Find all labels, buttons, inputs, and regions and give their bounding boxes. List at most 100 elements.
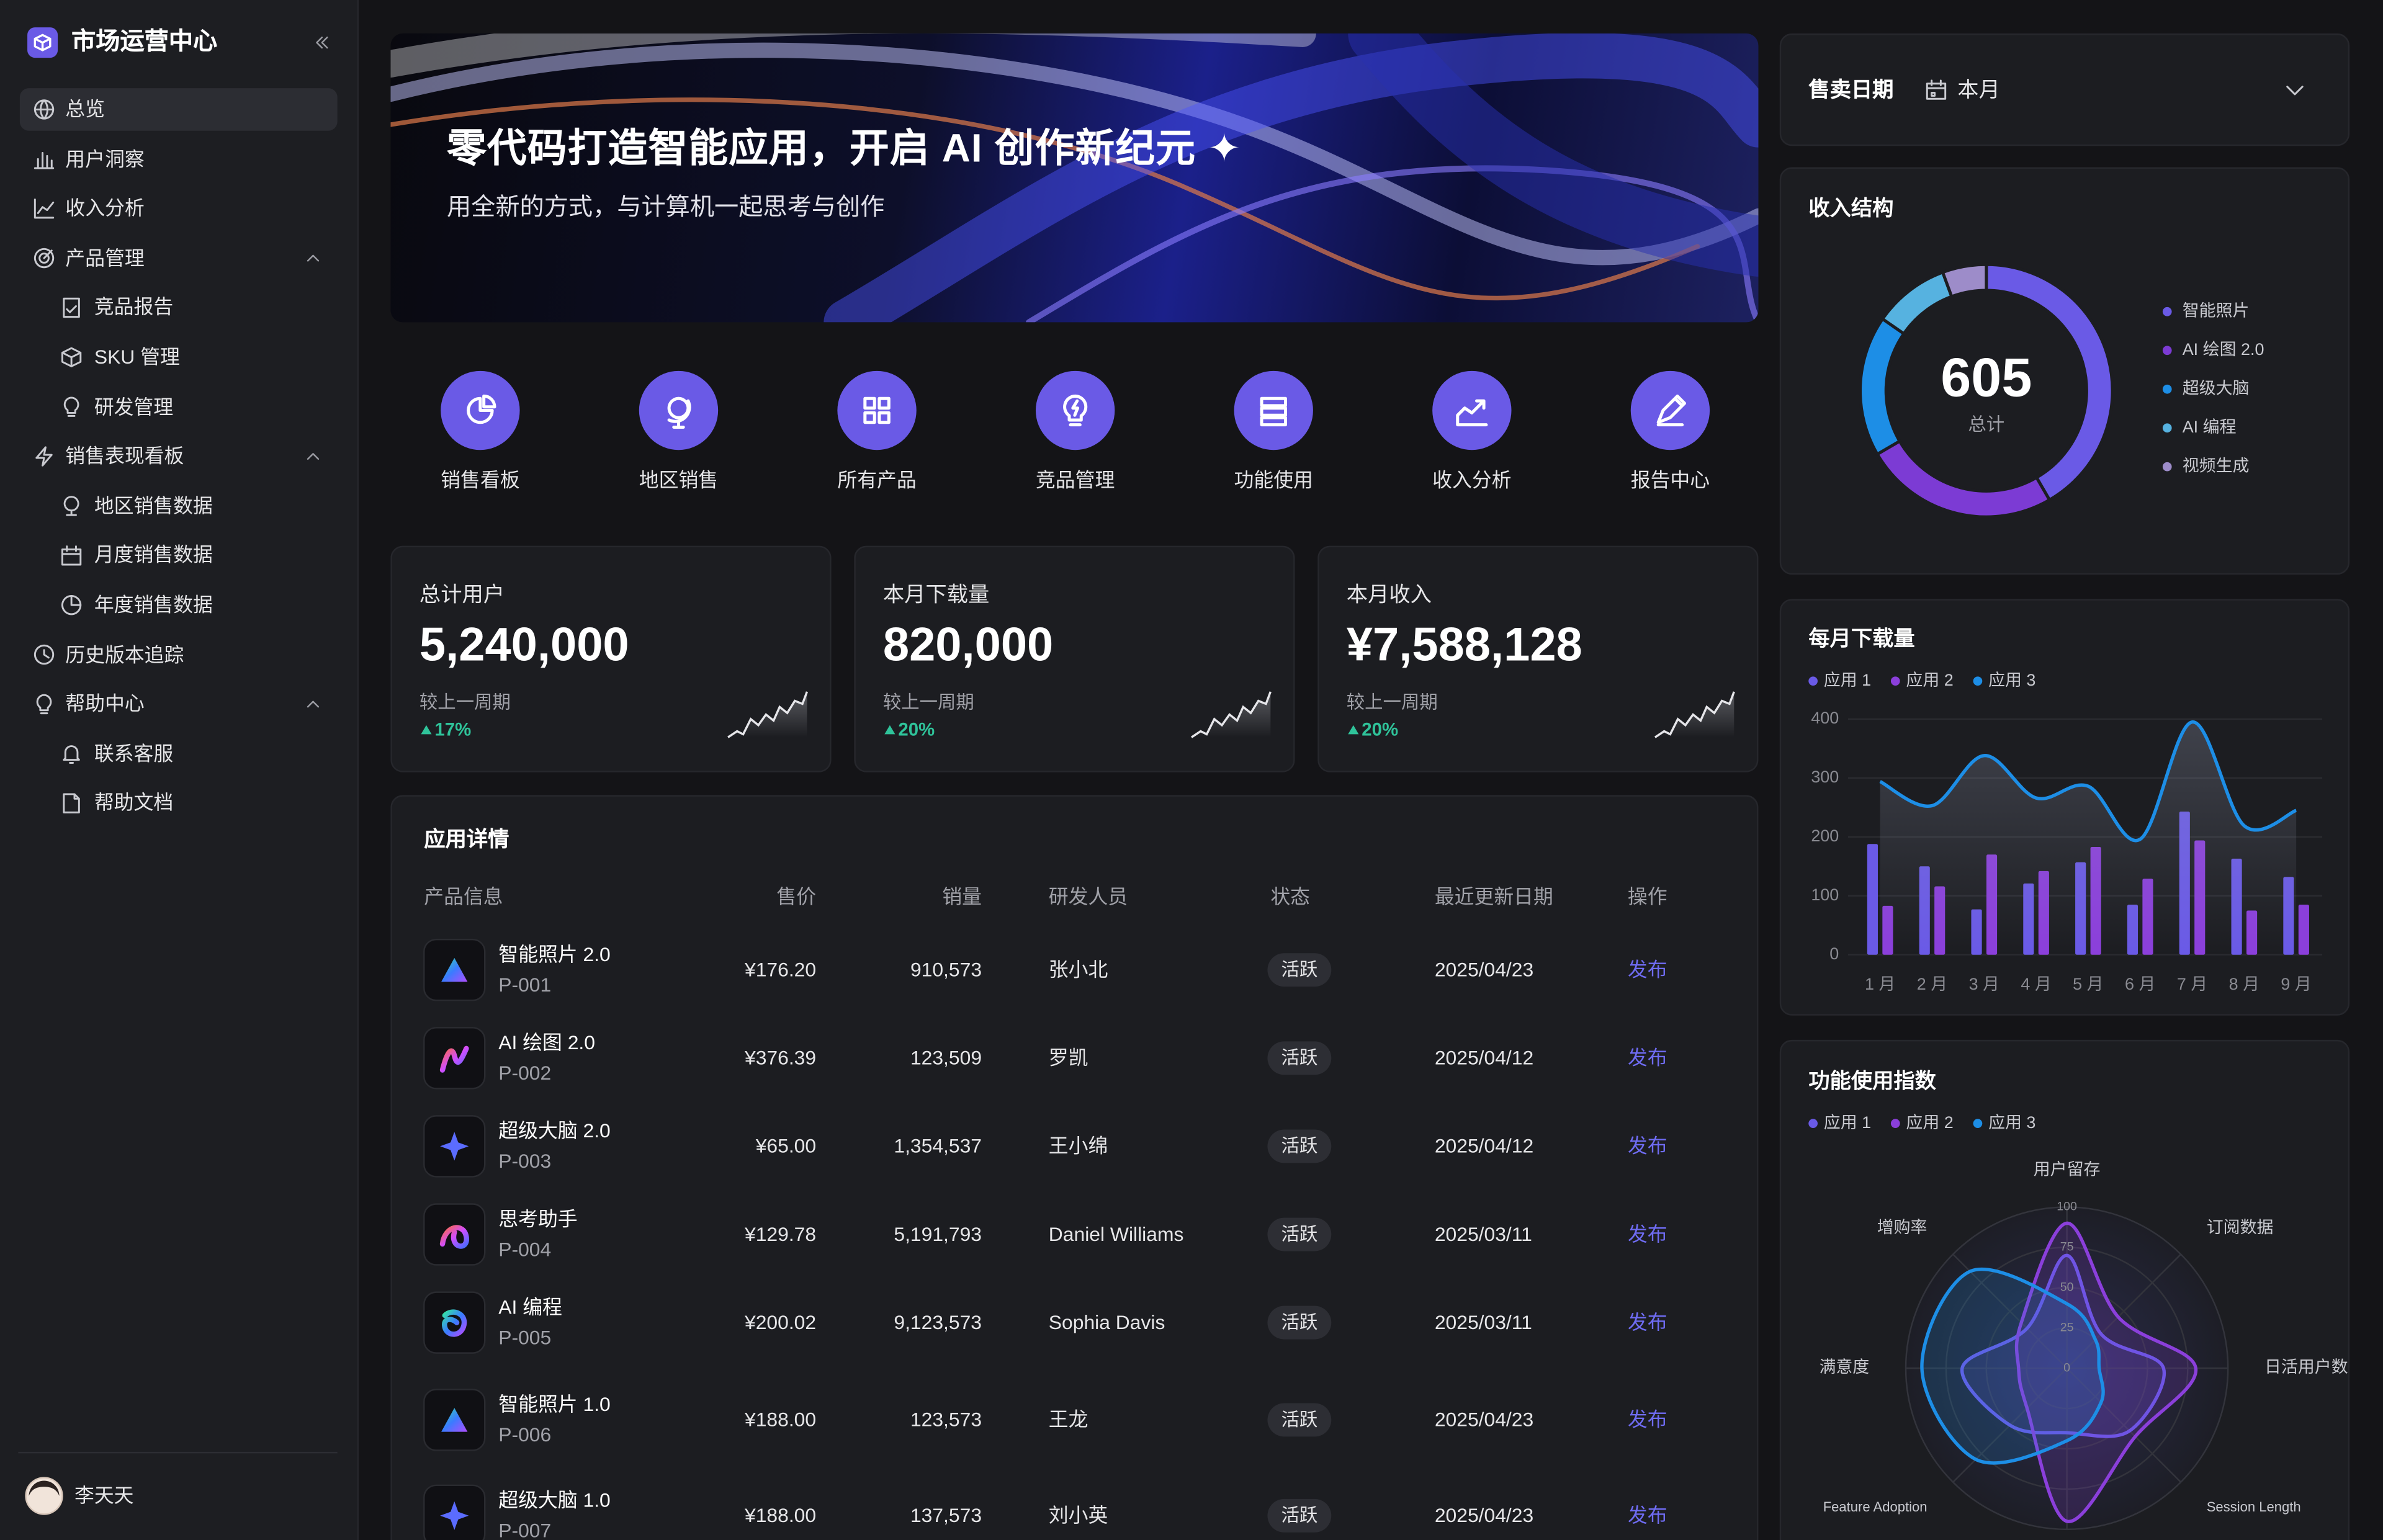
- banner-subtitle: 用全新的方式，与计算机一起思考与创作: [447, 195, 885, 222]
- product-code: P-002: [498, 1061, 552, 1085]
- status-pill: [1267, 1129, 1332, 1163]
- date: 2025/04/23: [1434, 1408, 1534, 1431]
- shortcut-label[interactable]: 地区销售: [639, 468, 719, 491]
- column-header: 操作: [1627, 885, 1667, 908]
- publish-link[interactable]: 发布: [1627, 1134, 1667, 1158]
- nav-item[interactable]: 销售表现看板: [65, 444, 184, 468]
- developer: Sophia Davis: [1048, 1310, 1165, 1334]
- radar-card: [1779, 1039, 2350, 1540]
- shortcut-label[interactable]: 销售看板: [441, 468, 520, 491]
- price: ¥176.20: [745, 958, 817, 981]
- column-header: 研发人员: [1048, 885, 1128, 908]
- price: ¥65.00: [755, 1134, 817, 1158]
- table-card: [390, 795, 1759, 1540]
- status-pill: [1267, 1041, 1332, 1075]
- developer: 王龙: [1048, 1408, 1088, 1431]
- sales: 123,509: [910, 1046, 982, 1069]
- nav-item[interactable]: 产品管理: [65, 246, 145, 269]
- nav-subitem[interactable]: 地区销售数据: [94, 494, 213, 517]
- shortcut-icon: [837, 370, 917, 450]
- sales: 910,573: [910, 958, 982, 981]
- banner-swirl: [390, 97, 1700, 301]
- column-header: 销量: [942, 885, 982, 908]
- date: 2025/04/23: [1434, 1503, 1534, 1527]
- column-header: 最近更新日期: [1434, 885, 1553, 908]
- product-name: AI 绘图 2.0: [498, 1031, 596, 1054]
- developer: 张小北: [1048, 958, 1108, 981]
- price: ¥188.00: [745, 1408, 817, 1431]
- shortcut-glyph: [863, 396, 891, 424]
- shortcut-label[interactable]: 收入分析: [1432, 468, 1512, 491]
- filter-card: [1779, 33, 2350, 146]
- product-name: 思考助手: [498, 1207, 578, 1230]
- shortcut-label[interactable]: 功能使用: [1234, 468, 1313, 491]
- nav-item[interactable]: 总览: [65, 97, 105, 121]
- nav-item[interactable]: 收入分析: [65, 197, 145, 220]
- stat-label: 本月收入: [1346, 581, 1432, 606]
- date: 2025/04/23: [1434, 958, 1534, 981]
- shortcut-icon: [1035, 370, 1115, 450]
- developer: 王小绵: [1048, 1134, 1108, 1158]
- product-code: P-006: [498, 1423, 552, 1446]
- donut-card: [1779, 167, 2350, 575]
- shortcut-label[interactable]: 所有产品: [837, 468, 917, 491]
- stat-label: 本月下载量: [882, 581, 990, 606]
- shortcut-glyph: [1063, 394, 1088, 427]
- status-pill: [1267, 1217, 1332, 1251]
- shortcut-glyph: [667, 396, 691, 429]
- publish-link[interactable]: 发布: [1627, 1408, 1667, 1431]
- shortcut-glyph: [1656, 394, 1687, 427]
- nav-item[interactable]: 用户洞察: [65, 147, 145, 170]
- sidebar: [0, 0, 359, 1540]
- sales: 1,354,537: [894, 1134, 982, 1158]
- nav-subitem[interactable]: 联系客服: [94, 741, 174, 765]
- filter-label: 售卖日期: [1808, 76, 1894, 102]
- banner-swirl: [1348, 33, 1759, 277]
- user-name[interactable]: 李天天: [74, 1484, 134, 1507]
- shortcut-icon: [1630, 370, 1710, 450]
- nav-subitem[interactable]: 月度销售数据: [94, 544, 213, 566]
- table-title: 应用详情: [424, 826, 509, 851]
- sales: 9,123,573: [894, 1310, 982, 1334]
- price: ¥188.00: [745, 1503, 817, 1527]
- price: ¥200.02: [745, 1310, 817, 1334]
- column-header: 售价: [776, 885, 817, 908]
- publish-link[interactable]: 发布: [1627, 1503, 1667, 1527]
- status: 活跃: [1281, 1135, 1318, 1157]
- shortcut-label[interactable]: 竞品管理: [1035, 468, 1115, 491]
- stat-change: 20%: [898, 719, 935, 740]
- product-name: 智能照片 1.0: [498, 1392, 611, 1416]
- nav-subitem[interactable]: 竞品报告: [94, 295, 174, 319]
- developer: 刘小英: [1048, 1503, 1108, 1527]
- product-name: AI 编程: [498, 1296, 562, 1318]
- nav-item[interactable]: 帮助中心: [65, 692, 145, 715]
- status: 活跃: [1281, 1223, 1318, 1245]
- banner-swirl: [824, 33, 1759, 323]
- status: 活跃: [1281, 1047, 1318, 1068]
- sales: 137,573: [910, 1503, 982, 1527]
- stat-value: 5,240,000: [419, 617, 629, 671]
- nav-subitem[interactable]: 帮助文档: [94, 791, 174, 815]
- publish-link[interactable]: 发布: [1627, 958, 1667, 981]
- shortcut-icon: [1432, 370, 1512, 450]
- product-code: P-001: [498, 973, 552, 996]
- shortcut-icon: [441, 370, 520, 450]
- shortcut-label[interactable]: 报告中心: [1630, 468, 1710, 491]
- status-pill: [1267, 1498, 1332, 1533]
- publish-link[interactable]: 发布: [1627, 1310, 1667, 1334]
- shortcut-glyph: [1456, 399, 1488, 427]
- publish-link[interactable]: 发布: [1627, 1046, 1667, 1069]
- filter-value[interactable]: 本月: [1957, 76, 2000, 102]
- nav-item[interactable]: 历史版本追踪: [65, 642, 184, 666]
- publish-link[interactable]: 发布: [1627, 1222, 1667, 1246]
- developer: Daniel Williams: [1048, 1222, 1184, 1246]
- banner-art: [390, 33, 1759, 323]
- nav-subitem[interactable]: 研发管理: [94, 395, 174, 418]
- product-code: P-003: [498, 1149, 552, 1173]
- product-name: 智能照片 2.0: [498, 942, 611, 966]
- nav-subitem[interactable]: 年度销售数据: [94, 593, 213, 616]
- shortcut-glyph: [467, 394, 496, 424]
- status: 活跃: [1281, 1408, 1318, 1431]
- nav-subitem[interactable]: SKU 管理: [94, 345, 180, 369]
